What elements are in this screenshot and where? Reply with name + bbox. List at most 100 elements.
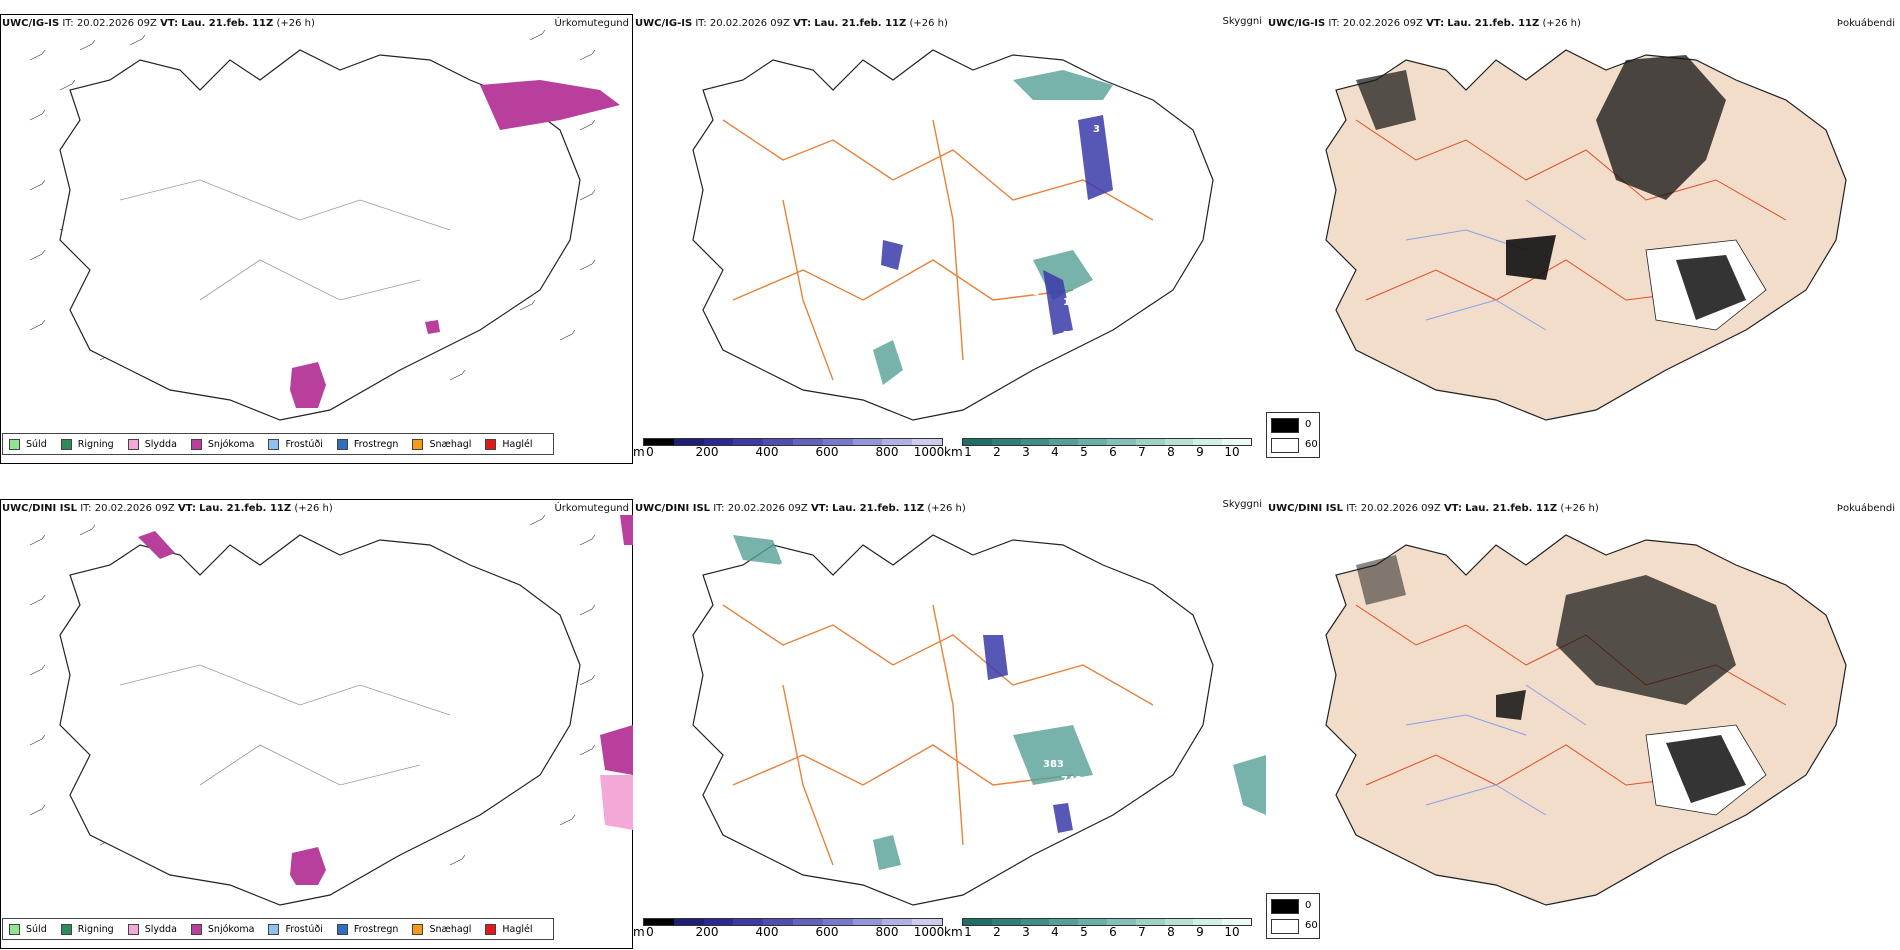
colorbar-tick: 1000	[913, 925, 945, 939]
panel-header: UWC/DINI ISL IT: 20.02.2026 09Z VT: Lau.…	[635, 503, 966, 514]
legend-item: Snæhagl	[412, 923, 471, 935]
fog-legend-low: 0	[1305, 900, 1312, 911]
panel-title: Úrkomutegund	[554, 503, 629, 514]
snow-area	[138, 531, 175, 559]
iceland-map: 118 383 748 360	[692, 534, 1266, 906]
ceiling-colorbar: m 0 200 400 600 800 1000	[633, 918, 945, 942]
cloud-value-label: 3	[1033, 287, 1040, 298]
cloud-ceiling-panel-igis: 974 892 3 5 3 129 7 311 321 UWC/IG-IS IT…	[633, 0, 1266, 465]
panel-header: UWC/IG-IS IT: 20.02.2026 09Z VT: Lau. 21…	[2, 18, 315, 29]
fog-index-panel-igis: UWC/IG-IS IT: 20.02.2026 09Z VT: Lau. 21…	[1266, 0, 1899, 465]
colorbar-tick: 1	[964, 445, 972, 459]
legend-item: Frostregn	[336, 923, 398, 935]
legend-item: Snjókoma	[190, 923, 254, 935]
colorbar-unit: m	[633, 445, 645, 459]
iceland-map: 974 892 3 5 3 129 7 311 321	[692, 49, 1214, 421]
colorbar-tick: 8	[1167, 925, 1175, 939]
panel-title: Úrkomutegund	[554, 18, 629, 29]
legend-item: Frostúði	[268, 923, 323, 935]
fog-area	[1356, 70, 1416, 130]
snow-area	[480, 80, 620, 130]
colorbar-tick: 1	[964, 925, 972, 939]
cloud-value-label: 321	[937, 389, 958, 400]
fog-area	[1676, 255, 1746, 320]
colorbar-tick: 4	[1051, 925, 1059, 939]
colorbar-tick: 800	[875, 925, 899, 939]
fog-area	[1506, 235, 1556, 280]
fog-legend-high: 60	[1305, 920, 1318, 931]
cloud-value-label: 748	[1061, 775, 1082, 786]
visibility-colorbar: km 1 2 3 4 5 6 7 8 9 10	[944, 918, 1254, 942]
panel-header: UWC/IG-IS IT: 20.02.2026 09Z VT: Lau. 21…	[1268, 18, 1581, 29]
snow-area	[600, 725, 633, 775]
colorbar-tick: 0	[646, 925, 654, 939]
precip-type-panel-igis: UWC/IG-IS IT: 20.02.2026 09Z VT: Lau. 21…	[0, 0, 633, 465]
legend-item: Haglél	[485, 438, 533, 450]
colorbar-tick: 3	[1022, 445, 1030, 459]
colorbar-unit: km	[944, 925, 963, 939]
cloud-value-label: 360	[937, 867, 958, 878]
colorbar-tick: 10	[1224, 925, 1240, 939]
colorbar-unit: km	[944, 445, 963, 459]
visibility-colorbar-bar	[962, 438, 1252, 446]
colorbar-unit: m	[633, 925, 645, 939]
snow-area	[290, 847, 326, 885]
iceland-map	[1325, 49, 1847, 421]
colorbar-tick: 200	[695, 925, 719, 939]
colorbar-tick: 3	[1022, 925, 1030, 939]
legend-item: Súld	[9, 923, 47, 935]
cloud-value-label: 311	[937, 375, 958, 386]
snow-area	[620, 515, 633, 545]
colorbar-tick: 5	[1080, 445, 1088, 459]
legend-item: Rigning	[60, 438, 114, 450]
precip-legend: Súld Rigning Slydda Snjókoma Frostúði Fr…	[2, 433, 554, 455]
panel-header: UWC/DINI ISL IT: 20.02.2026 09Z VT: Lau.…	[2, 503, 333, 514]
iceland-outline	[692, 534, 1214, 906]
snow-area	[425, 320, 440, 334]
visibility-colorbar: km 1 2 3 4 5 6 7 8 9 10	[944, 438, 1254, 462]
legend-item: Frostregn	[336, 438, 398, 450]
colorbar-tick: 6	[1109, 445, 1117, 459]
fog-legend: 0 60	[1266, 893, 1320, 939]
legend-item: Rigning	[60, 923, 114, 935]
ceiling-colorbar: m 0 200 400 600 800 1000	[633, 438, 944, 462]
legend-item: Slydda	[127, 923, 177, 935]
cloud-ceiling-panel-dini: 118 383 748 360 UWC/DINI ISL IT: 20.02.2…	[633, 485, 1266, 950]
panel-frame	[0, 14, 633, 464]
panel-title: Þokuábendi	[1836, 18, 1895, 29]
panel-header: UWC/IG-IS IT: 20.02.2026 09Z VT: Lau. 21…	[635, 18, 948, 29]
colorbar-tick: 2	[993, 445, 1001, 459]
ceiling-colorbar-bar	[643, 438, 943, 446]
fog-legend-low-swatch	[1271, 899, 1299, 914]
panel-title: Þokuábendi	[1836, 503, 1895, 514]
panel-title: Skyggni	[1222, 16, 1262, 27]
colorbar-tick: 600	[815, 445, 839, 459]
colorbar-tick: 2	[993, 925, 1001, 939]
colorbar-tick: 200	[695, 445, 719, 459]
fog-legend-high-swatch	[1271, 438, 1299, 453]
iceland-map	[1325, 534, 1847, 906]
cloud-value-label: 383	[1043, 759, 1064, 770]
legend-item: Haglél	[485, 923, 533, 935]
legend-item: Frostúði	[268, 438, 323, 450]
wind-barbs	[29, 514, 596, 866]
colorbar-tick: 7	[1138, 925, 1146, 939]
panel-header: UWC/DINI ISL IT: 20.02.2026 09Z VT: Lau.…	[1268, 503, 1599, 514]
colorbar-tick: 0	[646, 445, 654, 459]
cloud-value-label: 7	[1063, 330, 1070, 341]
cloud-value-label: 129	[1063, 297, 1084, 308]
fog-legend-low: 0	[1305, 419, 1312, 430]
snow-area	[290, 362, 326, 408]
colorbar-tick: 4	[1051, 445, 1059, 459]
panel-title: Skyggni	[1222, 499, 1262, 510]
fog-legend-low-swatch	[1271, 418, 1299, 433]
fog-index-panel-dini: UWC/DINI ISL IT: 20.02.2026 09Z VT: Lau.…	[1266, 485, 1899, 950]
fog-area	[1496, 690, 1526, 720]
precip-legend: Súld Rigning Slydda Snjókoma Frostúði Fr…	[2, 918, 554, 940]
fog-area	[1356, 555, 1406, 605]
visibility-colorbar-bar	[962, 918, 1252, 926]
ceiling-colorbar-bar	[643, 918, 943, 926]
legend-item: Snjókoma	[190, 438, 254, 450]
colorbar-tick: 400	[755, 445, 779, 459]
colorbar-tick: 400	[755, 925, 779, 939]
